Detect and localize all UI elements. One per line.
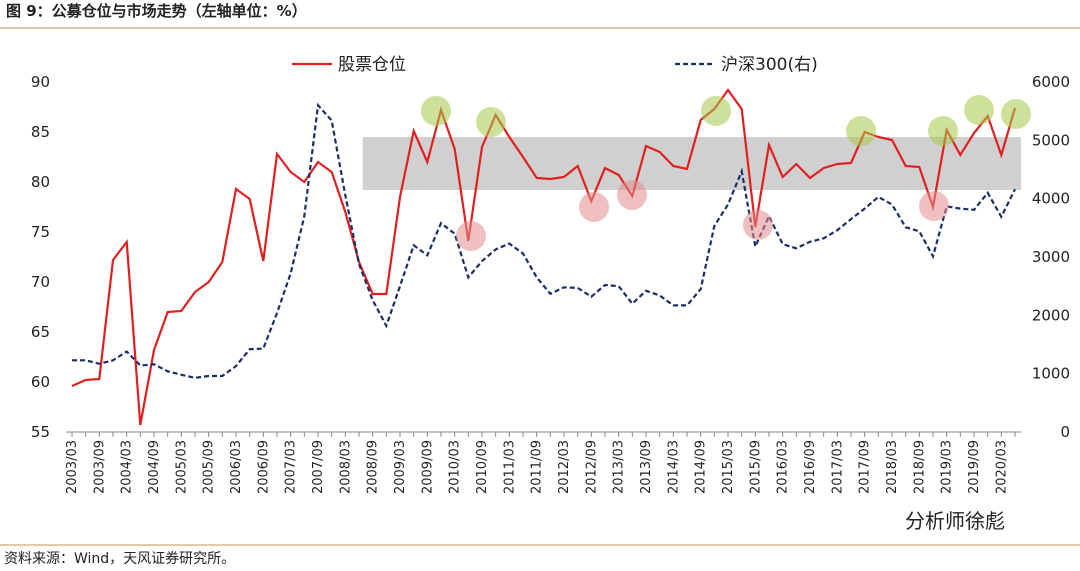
y-tick-label: 90 [31, 73, 50, 91]
highlights [421, 95, 1031, 251]
series-line [71, 88, 1017, 426]
x-tick-label: 2017/03 [830, 440, 845, 494]
series-line [72, 102, 1016, 379]
y2-tick-label: 2000 [1032, 306, 1070, 324]
highlight [846, 116, 876, 146]
y2-tick-label: 5000 [1032, 131, 1070, 149]
x-tick-label: 2019/09 [967, 440, 982, 494]
watermark: 分析师徐彪 [905, 509, 1005, 533]
highlight [964, 95, 994, 125]
y-tick-label: 70 [31, 273, 50, 291]
x-tick-label: 2003/09 [92, 440, 107, 494]
x-tick-label: 2016/09 [803, 440, 818, 494]
highlight [701, 96, 731, 126]
highlight [456, 221, 486, 251]
x-tick-label: 2008/09 [366, 440, 381, 494]
x-tick-label: 2004/03 [120, 440, 135, 494]
source: 资料来源：Wind，天风证券研究所。 [4, 551, 235, 567]
highlight [579, 192, 609, 222]
x-tick-label: 2007/03 [284, 440, 299, 494]
x-tick-label: 2004/09 [147, 440, 162, 494]
x-tick-label: 2013/09 [639, 440, 654, 494]
highlight [1001, 99, 1031, 129]
y2-tick-label: 4000 [1032, 190, 1070, 208]
x-tick-label: 2019/03 [940, 440, 955, 494]
x-tick-label: 2014/03 [666, 440, 681, 494]
y-tick-label: 55 [31, 423, 50, 441]
legend-label: 沪深300(右) [721, 55, 818, 75]
highlight [743, 210, 773, 240]
highlight [421, 96, 451, 126]
y-tick-label: 80 [31, 173, 50, 191]
x-tick-label: 2018/09 [912, 440, 927, 494]
x-tick-label: 2009/09 [420, 440, 435, 494]
x-tick-label: 2006/09 [256, 440, 271, 494]
chart-title: 图 9：公募仓位与市场走势（左轴单位：%） [6, 2, 307, 20]
x-tick-label: 2017/09 [858, 440, 873, 494]
range-band [362, 137, 1022, 190]
y-tick-label: 65 [31, 323, 50, 341]
x-tick-label: 2013/03 [612, 440, 627, 494]
x-tick-label: 2015/09 [748, 440, 763, 494]
y-tick-label: 75 [31, 223, 50, 241]
highlight [476, 107, 506, 137]
x-tick-label: 2011/09 [530, 440, 545, 494]
highlight [617, 180, 647, 210]
x-tick-label: 2005/03 [174, 440, 189, 494]
x-tick-label: 2015/03 [721, 440, 736, 494]
x-tick-label: 2010/09 [475, 440, 490, 494]
y2-tick-label: 0 [1060, 423, 1070, 441]
y-tick-label: 60 [31, 373, 50, 391]
x-tick-label: 2012/03 [557, 440, 572, 494]
x-tick-label: 2012/09 [584, 440, 599, 494]
x-tick-label: 2003/03 [65, 440, 80, 494]
legend-label: 股票仓位 [338, 55, 406, 75]
highlight [919, 191, 949, 221]
y2-tick-label: 1000 [1032, 365, 1070, 383]
x-tick-label: 2007/09 [311, 440, 326, 494]
x-tick-label: 2006/03 [229, 440, 244, 494]
y-tick-label: 85 [31, 123, 50, 141]
y2-tick-label: 3000 [1032, 248, 1070, 266]
x-tick-label: 2011/03 [502, 440, 517, 494]
x-tick-label: 2005/09 [202, 440, 217, 494]
x-tick-label: 2020/03 [994, 440, 1009, 494]
y2-tick-label: 6000 [1032, 73, 1070, 91]
highlight [928, 116, 958, 146]
x-tick-label: 2008/03 [338, 440, 353, 494]
x-tick-label: 2014/09 [694, 440, 709, 494]
x-tick-label: 2010/03 [448, 440, 463, 494]
x-tick-label: 2018/03 [885, 440, 900, 494]
x-tick-label: 2009/03 [393, 440, 408, 494]
x-tick-label: 2016/03 [776, 440, 791, 494]
